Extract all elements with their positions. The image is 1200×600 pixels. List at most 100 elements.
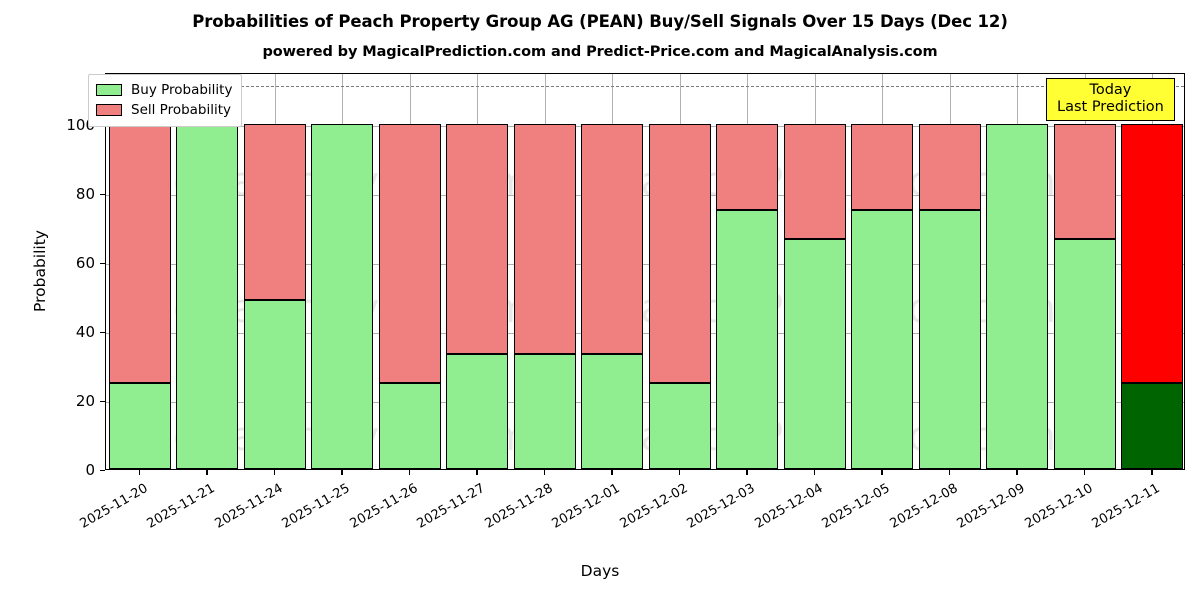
bar-segment-sell[interactable] <box>108 123 171 383</box>
bar-group[interactable] <box>986 74 1049 469</box>
legend-label-buy: Buy Probability <box>131 82 233 98</box>
bar-segment-sell[interactable] <box>1053 123 1116 240</box>
bar-segment-buy[interactable] <box>378 382 441 469</box>
y-tick-label: 80 <box>75 184 95 203</box>
x-tick-mark <box>1083 470 1086 475</box>
bar-segment-sell[interactable] <box>243 123 306 300</box>
bar-segment-buy[interactable] <box>716 210 779 469</box>
bar-group[interactable] <box>108 74 171 469</box>
today-annotation: Today Last Prediction <box>1046 78 1175 122</box>
bar-segment-buy[interactable] <box>446 354 509 469</box>
x-tick-mark <box>543 470 546 475</box>
gridline-horizontal <box>106 125 1184 127</box>
bar-segment-buy[interactable] <box>648 382 711 469</box>
bar-group[interactable] <box>311 74 374 469</box>
bar-segment-buy[interactable] <box>108 382 171 469</box>
bar-group[interactable] <box>648 74 711 469</box>
gridline-horizontal <box>106 332 1184 334</box>
x-tick-mark <box>948 470 951 475</box>
x-tick-label: 2025-12-04 <box>752 481 826 532</box>
bar-group[interactable] <box>176 74 239 469</box>
x-tick-mark <box>1151 470 1153 475</box>
bar-group[interactable] <box>446 74 509 469</box>
bar-group[interactable] <box>243 74 306 469</box>
bar-segment-buy[interactable] <box>918 210 981 469</box>
bar-segment-sell[interactable] <box>851 123 914 211</box>
y-tick-mark <box>100 193 105 196</box>
legend-swatch-buy <box>96 84 122 96</box>
legend-item-buy[interactable]: Buy Probability <box>96 80 232 100</box>
bar-segment-sell[interactable] <box>513 123 576 355</box>
x-tick-mark <box>611 470 613 475</box>
x-tick-label: 2025-11-21 <box>144 481 218 532</box>
bar-group[interactable] <box>1053 74 1116 469</box>
x-tick-label: 2025-12-10 <box>1022 481 1096 532</box>
bar-segment-sell[interactable] <box>446 123 509 355</box>
legend-label-sell: Sell Probability <box>131 102 232 118</box>
y-tick-mark <box>100 262 105 265</box>
bar-segment-buy[interactable] <box>986 123 1049 469</box>
x-axis-label: Days <box>580 562 620 580</box>
x-tick-mark <box>206 470 208 475</box>
x-tick-mark <box>678 470 681 475</box>
bar-group[interactable] <box>581 74 644 469</box>
bar-segment-buy[interactable] <box>1053 239 1116 469</box>
x-tick-label: 2025-11-20 <box>77 481 151 532</box>
bar-segment-sell[interactable] <box>648 123 711 383</box>
bar-group[interactable] <box>851 74 914 469</box>
x-tick-label: 2025-12-02 <box>617 481 691 532</box>
x-tick-mark <box>813 470 816 475</box>
bar-group[interactable] <box>378 74 441 469</box>
bar-segment-sell[interactable] <box>783 123 846 240</box>
x-tick-label: 2025-12-05 <box>819 481 893 532</box>
x-tick-mark <box>273 470 276 475</box>
y-tick-label: 60 <box>75 253 95 272</box>
today-annotation-line1: Today <box>1089 82 1132 98</box>
gridline-horizontal <box>106 401 1184 403</box>
bar-group[interactable] <box>513 74 576 469</box>
x-tick-label: 2025-11-27 <box>414 481 488 532</box>
x-tick-label: 2025-12-09 <box>954 481 1028 532</box>
y-tick-mark <box>100 470 105 472</box>
bar-group[interactable] <box>716 74 779 469</box>
bar-segment-sell[interactable] <box>918 123 981 211</box>
bar-segment-buy[interactable] <box>311 123 374 469</box>
bar-segment-buy[interactable] <box>176 123 239 469</box>
x-tick-label: 2025-11-24 <box>212 481 286 532</box>
x-tick-mark <box>746 470 748 475</box>
bar-group[interactable] <box>783 74 846 469</box>
x-tick-label: 2025-12-11 <box>1089 481 1163 532</box>
bar-segment-buy[interactable] <box>581 354 644 469</box>
chart-subtitle: powered by MagicalPrediction.com and Pre… <box>262 44 938 60</box>
x-tick-label: 2025-12-03 <box>684 481 758 532</box>
bars-layer <box>106 74 1184 469</box>
legend-item-sell[interactable]: Sell Probability <box>96 100 232 120</box>
bar-segment-buy[interactable] <box>513 354 576 469</box>
bar-group[interactable] <box>1121 74 1184 469</box>
chart-title: Probabilities of Peach Property Group AG… <box>192 12 1008 31</box>
x-tick-mark <box>1016 470 1018 475</box>
plot-area: MagicalAnalysis.comMagicalAnalysis.comMa… <box>105 73 1185 470</box>
bar-segment-buy[interactable] <box>243 299 306 469</box>
bar-segment-sell[interactable] <box>378 123 441 383</box>
bar-segment-buy[interactable] <box>783 239 846 469</box>
y-tick-mark <box>100 331 105 334</box>
bar-group[interactable] <box>918 74 981 469</box>
x-tick-mark <box>138 470 141 475</box>
bar-segment-sell[interactable] <box>1121 123 1184 383</box>
x-tick-mark <box>408 470 411 475</box>
threshold-dashed-line <box>106 86 1184 88</box>
bar-segment-sell[interactable] <box>581 123 644 355</box>
y-tick-label: 20 <box>75 391 95 410</box>
y-tick-label: 40 <box>75 322 95 341</box>
y-tick-mark <box>100 400 105 403</box>
bar-segment-buy[interactable] <box>1121 382 1184 469</box>
x-tick-mark <box>881 470 883 475</box>
x-tick-label: 2025-11-25 <box>279 481 353 532</box>
x-tick-label: 2025-12-01 <box>549 481 623 532</box>
bar-segment-buy[interactable] <box>851 210 914 469</box>
gridline-horizontal <box>106 194 1184 196</box>
x-tick-label: 2025-11-28 <box>482 481 556 532</box>
bar-segment-sell[interactable] <box>716 123 779 211</box>
legend-swatch-sell <box>96 104 122 116</box>
